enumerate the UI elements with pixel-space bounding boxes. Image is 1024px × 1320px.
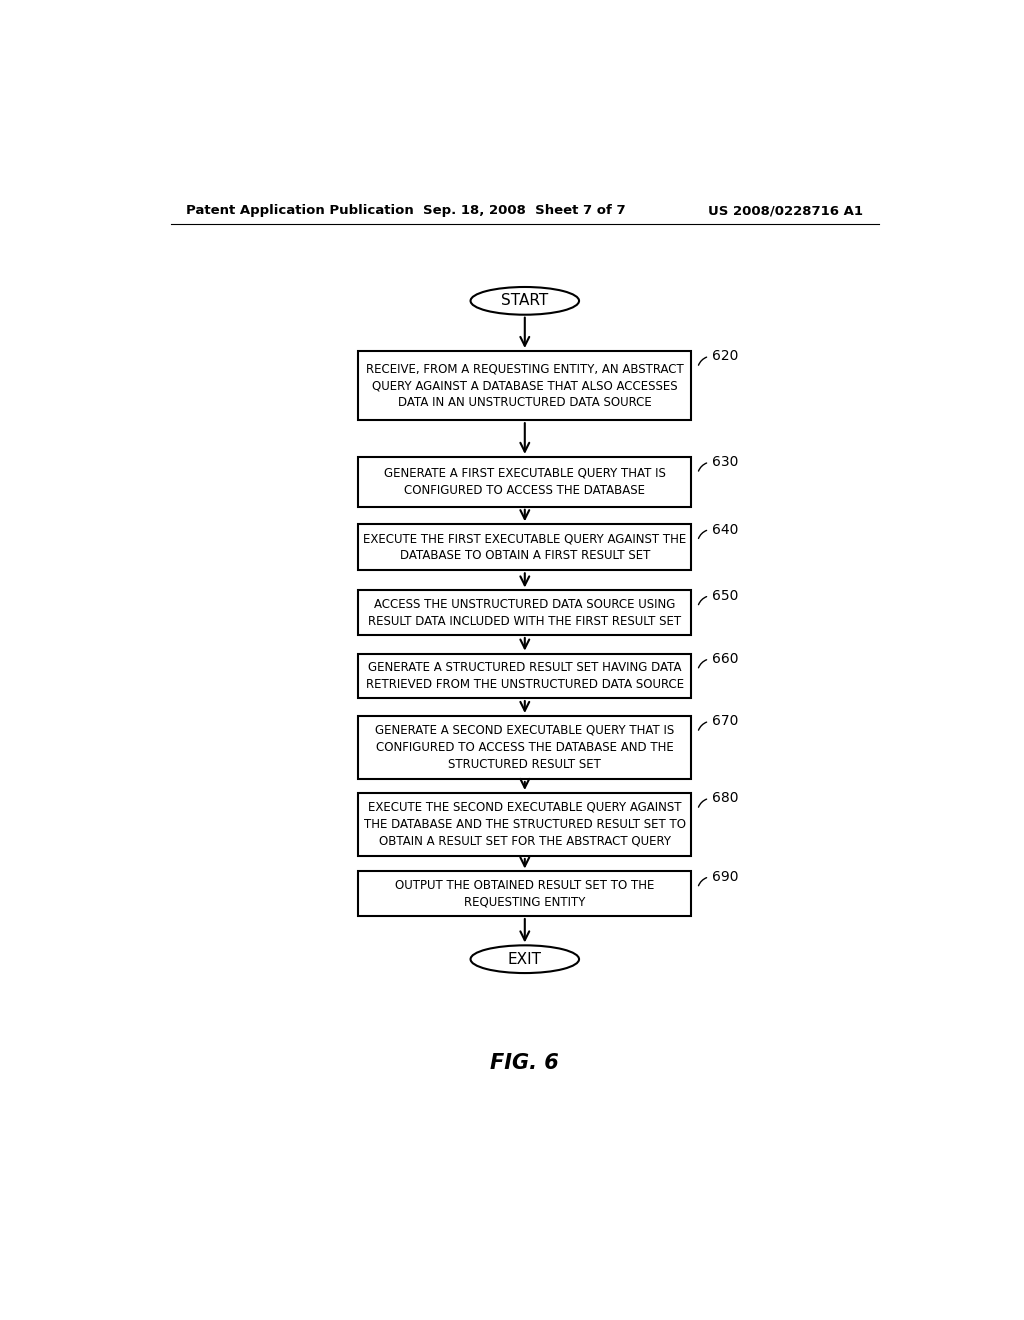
Text: 620: 620 — [712, 350, 738, 363]
Text: Sep. 18, 2008  Sheet 7 of 7: Sep. 18, 2008 Sheet 7 of 7 — [424, 205, 626, 218]
FancyBboxPatch shape — [358, 590, 691, 635]
FancyBboxPatch shape — [358, 457, 691, 507]
Text: ACCESS THE UNSTRUCTURED DATA SOURCE USING
RESULT DATA INCLUDED WITH THE FIRST RE: ACCESS THE UNSTRUCTURED DATA SOURCE USIN… — [369, 598, 681, 628]
FancyBboxPatch shape — [358, 793, 691, 855]
Text: GENERATE A FIRST EXECUTABLE QUERY THAT IS
CONFIGURED TO ACCESS THE DATABASE: GENERATE A FIRST EXECUTABLE QUERY THAT I… — [384, 467, 666, 496]
Text: EXIT: EXIT — [508, 952, 542, 966]
Text: EXECUTE THE FIRST EXECUTABLE QUERY AGAINST THE
DATABASE TO OBTAIN A FIRST RESULT: EXECUTE THE FIRST EXECUTABLE QUERY AGAIN… — [364, 532, 686, 562]
Text: 640: 640 — [712, 523, 738, 536]
FancyBboxPatch shape — [358, 715, 691, 779]
FancyBboxPatch shape — [358, 871, 691, 916]
Text: RECEIVE, FROM A REQUESTING ENTITY, AN ABSTRACT
QUERY AGAINST A DATABASE THAT ALS: RECEIVE, FROM A REQUESTING ENTITY, AN AB… — [366, 362, 684, 409]
Text: GENERATE A STRUCTURED RESULT SET HAVING DATA
RETRIEVED FROM THE UNSTRUCTURED DAT: GENERATE A STRUCTURED RESULT SET HAVING … — [366, 661, 684, 690]
FancyBboxPatch shape — [358, 351, 691, 420]
FancyBboxPatch shape — [358, 653, 691, 698]
Text: 660: 660 — [712, 652, 738, 665]
Text: 650: 650 — [712, 589, 738, 603]
Text: 680: 680 — [712, 791, 738, 805]
Text: 630: 630 — [712, 455, 738, 469]
Text: Patent Application Publication: Patent Application Publication — [186, 205, 414, 218]
Text: EXECUTE THE SECOND EXECUTABLE QUERY AGAINST
THE DATABASE AND THE STRUCTURED RESU: EXECUTE THE SECOND EXECUTABLE QUERY AGAI… — [364, 801, 686, 847]
FancyBboxPatch shape — [358, 524, 691, 570]
Text: GENERATE A SECOND EXECUTABLE QUERY THAT IS
CONFIGURED TO ACCESS THE DATABASE AND: GENERATE A SECOND EXECUTABLE QUERY THAT … — [375, 723, 675, 771]
Text: US 2008/0228716 A1: US 2008/0228716 A1 — [709, 205, 863, 218]
Text: 670: 670 — [712, 714, 738, 729]
Text: OUTPUT THE OBTAINED RESULT SET TO THE
REQUESTING ENTITY: OUTPUT THE OBTAINED RESULT SET TO THE RE… — [395, 879, 654, 908]
Text: 690: 690 — [712, 870, 738, 884]
Text: FIG. 6: FIG. 6 — [490, 1053, 559, 1073]
Text: START: START — [501, 293, 549, 309]
